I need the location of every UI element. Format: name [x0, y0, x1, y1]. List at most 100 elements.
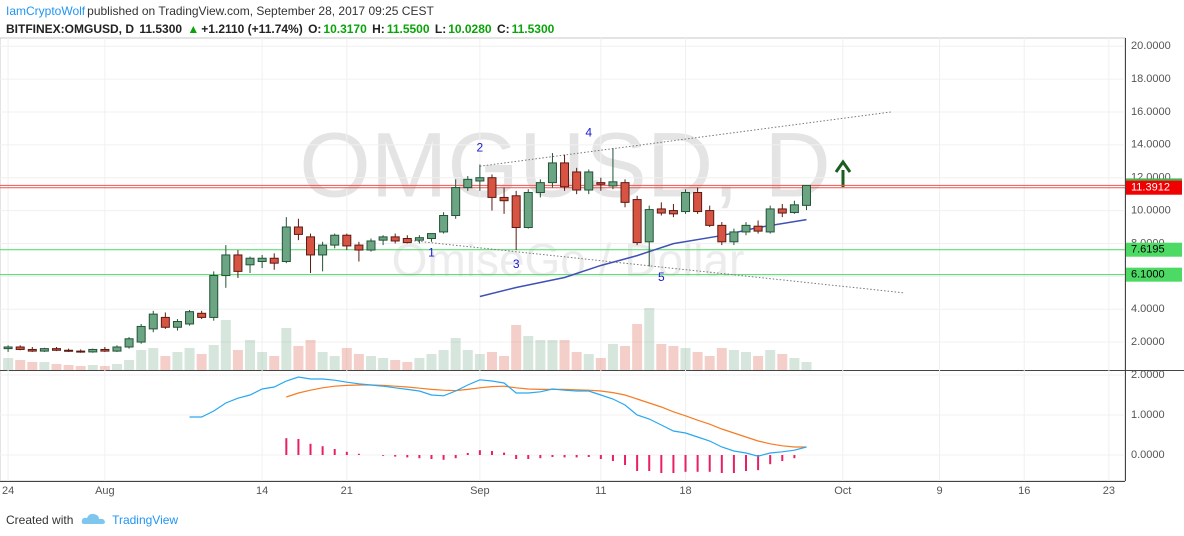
- volume-bar: [172, 352, 183, 370]
- candle-body: [88, 348, 98, 353]
- candle-body: [160, 316, 170, 328]
- volume-bar: [583, 354, 594, 370]
- volume-bar: [716, 348, 727, 370]
- low: 10.0280: [448, 22, 492, 36]
- y-tick-label: 10.0000: [1131, 204, 1171, 216]
- candle-body: [547, 162, 557, 184]
- candle-body: [197, 312, 207, 318]
- volume-bar: [220, 320, 231, 370]
- c-label: C:: [496, 22, 510, 36]
- volume-bar: [293, 346, 304, 370]
- y-tick-label: 4.0000: [1131, 303, 1165, 315]
- x-tick-label: Aug: [95, 485, 115, 497]
- x-tick-label: 24: [2, 485, 14, 497]
- candle-body: [124, 338, 134, 348]
- volume-bar: [305, 340, 316, 370]
- candle-body: [293, 226, 303, 235]
- candle-body: [789, 204, 799, 214]
- candle-body: [451, 187, 461, 217]
- volume-bar: [184, 348, 195, 370]
- x-tick-label: 18: [679, 485, 691, 497]
- volume-bar: [765, 350, 776, 370]
- volume-bar: [329, 356, 340, 370]
- candle-body: [632, 199, 642, 244]
- open: 10.3170: [323, 22, 367, 36]
- candle-body: [439, 215, 449, 233]
- volume-bar: [620, 346, 631, 370]
- l-label: L:: [434, 22, 447, 36]
- y-tick-label: 2.0000: [1131, 336, 1165, 348]
- volume-bar: [680, 348, 691, 370]
- volume-bar: [789, 358, 800, 370]
- candle-body: [560, 162, 570, 188]
- candle-body: [608, 181, 618, 187]
- candle-body: [318, 244, 328, 256]
- candle-body: [584, 171, 594, 191]
- candle-body: [801, 184, 811, 206]
- candle-body: [523, 191, 533, 229]
- candle-body: [741, 224, 751, 233]
- o-label: O:: [308, 22, 322, 36]
- brand: TradingView: [112, 513, 179, 527]
- author: IamCryptoWolf: [6, 4, 86, 18]
- macd-tick-label: 2.0000: [1131, 369, 1165, 381]
- candle-body: [281, 226, 291, 263]
- change: +1.2110 (+11.74%): [201, 22, 303, 36]
- volume-bar: [341, 348, 352, 370]
- candle-body: [342, 234, 352, 247]
- candle-body: [27, 348, 37, 352]
- x-tick-label: 11: [595, 485, 606, 497]
- symbol: BITFINEX:OMGUSD, D: [6, 22, 134, 36]
- volume-bar: [99, 366, 110, 370]
- candle-body: [306, 236, 316, 256]
- volume-bar: [559, 340, 570, 370]
- candle-body: [15, 346, 25, 350]
- volume-bar: [15, 360, 26, 370]
- candle-body: [112, 346, 122, 352]
- volume-bar: [3, 358, 14, 370]
- wave-label: 4: [585, 125, 592, 139]
- candle-body: [668, 210, 678, 215]
- change-arrow: ▲: [187, 22, 200, 36]
- volume-bar: [632, 324, 643, 370]
- price-level-badge: [1126, 180, 1182, 195]
- h-label: H:: [372, 22, 385, 36]
- price-level-label: 6.1000: [1131, 269, 1165, 281]
- candle-body: [39, 348, 49, 352]
- created-with: Created with: [6, 513, 74, 527]
- candle-body: [245, 257, 255, 266]
- candle-body: [620, 182, 630, 203]
- x-tick-label: 16: [1018, 485, 1030, 497]
- close: 11.5300: [511, 22, 555, 36]
- price-level-badge: [1126, 242, 1182, 257]
- watermark-name: OmiseGo / Dollar: [392, 234, 745, 286]
- y-tick-label: 20.0000: [1131, 40, 1171, 52]
- candle-body: [511, 195, 521, 229]
- volume-bar: [668, 346, 679, 370]
- volume-bar: [474, 354, 485, 370]
- volume-bar: [656, 344, 667, 370]
- candle-body: [729, 231, 739, 243]
- candle-body: [499, 196, 509, 202]
- x-tick-label: Oct: [834, 485, 851, 497]
- trendline: [479, 111, 892, 167]
- candle-body: [681, 191, 691, 213]
- candle-body: [148, 313, 158, 330]
- publish-line: IamCryptoWolf published on TradingView.co…: [6, 4, 436, 18]
- candle-body: [705, 210, 715, 226]
- volume-bar: [571, 352, 582, 370]
- macd-signal: [286, 384, 807, 448]
- volume-bar: [160, 356, 171, 370]
- candle-body: [414, 237, 424, 241]
- x-tick-label: 23: [1103, 485, 1115, 497]
- symbol-line: BITFINEX:OMGUSD, D 11.5300 ▲ +1.2110 (+11…: [6, 22, 556, 36]
- candle-body: [475, 177, 485, 182]
- volume-bar: [595, 358, 606, 370]
- volume-bar: [607, 344, 618, 370]
- candle-body: [596, 182, 606, 185]
- volume-bar: [535, 340, 546, 370]
- volume-bar: [353, 354, 364, 370]
- price-level-label: 11.3912: [1131, 182, 1170, 194]
- volume-bar: [111, 364, 122, 370]
- x-tick-label: Sep: [470, 485, 490, 497]
